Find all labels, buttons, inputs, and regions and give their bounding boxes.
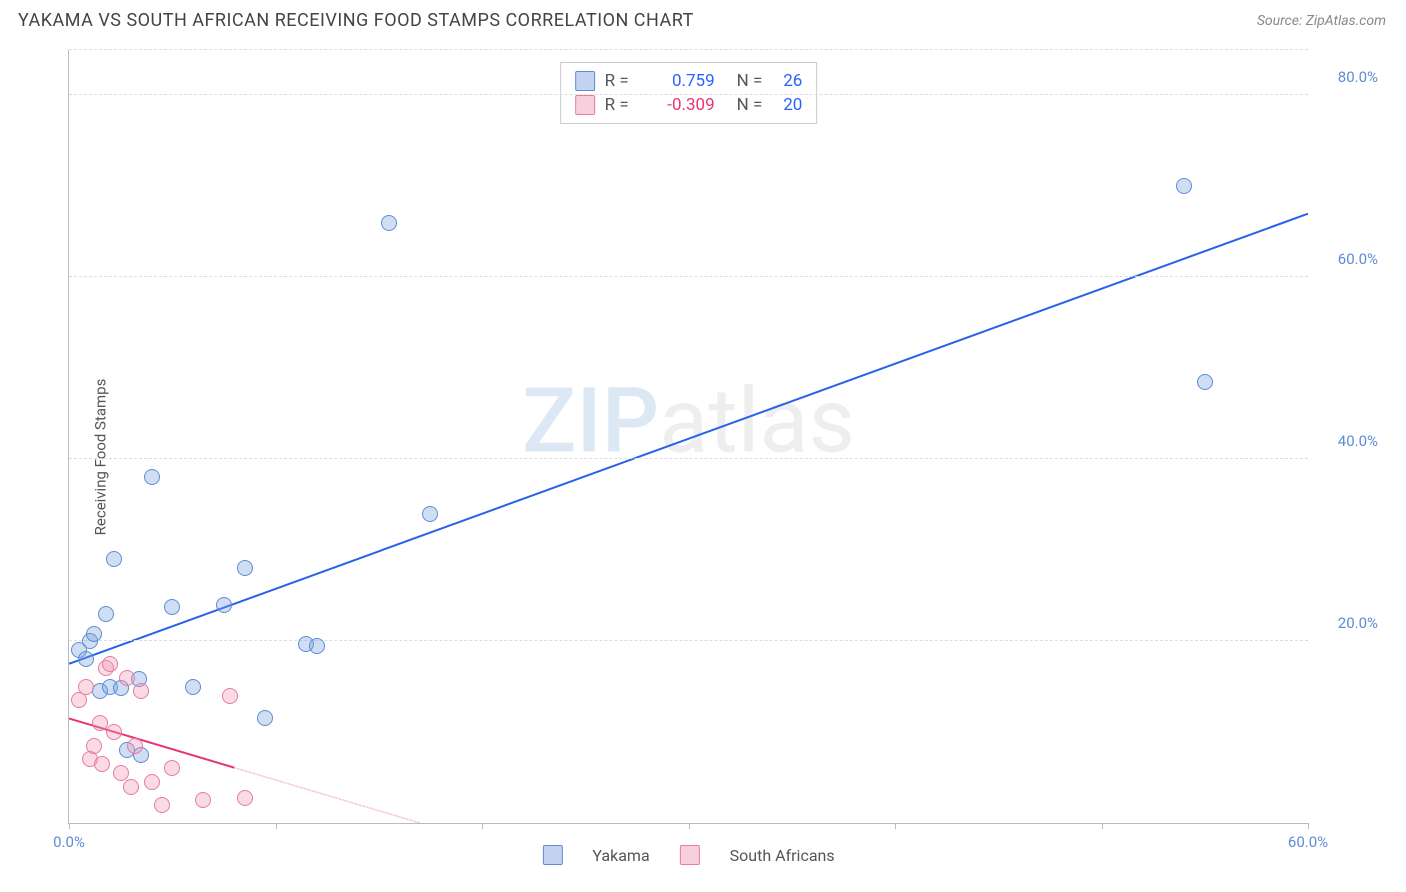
data-point	[164, 760, 180, 776]
data-point	[144, 774, 160, 790]
n-value-south-africans: 20	[772, 95, 802, 115]
trend-lines	[69, 50, 1308, 823]
data-point	[78, 651, 94, 667]
y-tick-label: 60.0%	[1318, 250, 1378, 268]
chart-title: YAKAMA VS SOUTH AFRICAN RECEIVING FOOD S…	[18, 10, 694, 31]
data-point	[86, 626, 102, 642]
data-point	[237, 560, 253, 576]
gridline	[69, 640, 1308, 641]
data-point	[422, 506, 438, 522]
data-point	[71, 692, 87, 708]
data-point	[154, 797, 170, 813]
data-point	[185, 679, 201, 695]
r-value-yakama: 0.759	[645, 71, 715, 91]
data-point	[123, 779, 139, 795]
y-tick-label: 20.0%	[1318, 614, 1378, 632]
gridline	[69, 276, 1308, 277]
legend-label-south-africans: South Africans	[730, 846, 835, 865]
y-tick-label: 40.0%	[1318, 432, 1378, 450]
data-point	[94, 756, 110, 772]
data-point	[92, 715, 108, 731]
data-point	[222, 688, 238, 704]
data-point	[86, 738, 102, 754]
gridline	[69, 94, 1308, 95]
gridline	[69, 49, 1308, 50]
x-tick-mark	[895, 823, 896, 829]
data-point	[119, 670, 135, 686]
x-tick-label: 0.0%	[53, 833, 85, 851]
data-point	[164, 599, 180, 615]
x-tick-mark	[482, 823, 483, 829]
series-legend: Yakama South Africans	[542, 845, 834, 865]
legend-label-yakama: Yakama	[592, 846, 649, 865]
data-point	[106, 551, 122, 567]
data-point	[102, 656, 118, 672]
chart-container: Receiving Food Stamps ZIPatlas R = 0.759…	[18, 40, 1388, 874]
data-point	[127, 738, 143, 754]
data-point	[309, 638, 325, 654]
data-point	[195, 792, 211, 808]
data-point	[1197, 374, 1213, 390]
n-value-yakama: 26	[772, 71, 802, 91]
swatch-pink	[575, 95, 595, 115]
legend-row-yakama: R = 0.759 N = 26	[575, 69, 803, 93]
legend-row-south-africans: R = -0.309 N = 20	[575, 93, 803, 117]
plot-area: ZIPatlas R = 0.759 N = 26 R = -0.309 N =…	[68, 50, 1308, 824]
swatch-blue-icon	[542, 845, 562, 865]
x-tick-label: 60.0%	[1288, 833, 1328, 851]
x-tick-mark	[276, 823, 277, 829]
data-point	[98, 606, 114, 622]
x-tick-mark	[689, 823, 690, 829]
swatch-pink-icon	[680, 845, 700, 865]
source-attribution: Source: ZipAtlas.com	[1257, 13, 1386, 29]
data-point	[106, 724, 122, 740]
data-point	[257, 710, 273, 726]
data-point	[1176, 178, 1192, 194]
x-tick-mark	[1308, 823, 1309, 829]
data-point	[133, 683, 149, 699]
correlation-legend: R = 0.759 N = 26 R = -0.309 N = 20	[560, 62, 818, 124]
data-point	[381, 215, 397, 231]
y-tick-label: 80.0%	[1318, 68, 1378, 86]
data-point	[237, 790, 253, 806]
data-point	[144, 469, 160, 485]
data-point	[78, 679, 94, 695]
r-value-south-africans: -0.309	[645, 95, 715, 115]
swatch-blue	[575, 71, 595, 91]
gridline	[69, 458, 1308, 459]
x-tick-mark	[69, 823, 70, 829]
x-tick-mark	[1102, 823, 1103, 829]
data-point	[216, 597, 232, 613]
